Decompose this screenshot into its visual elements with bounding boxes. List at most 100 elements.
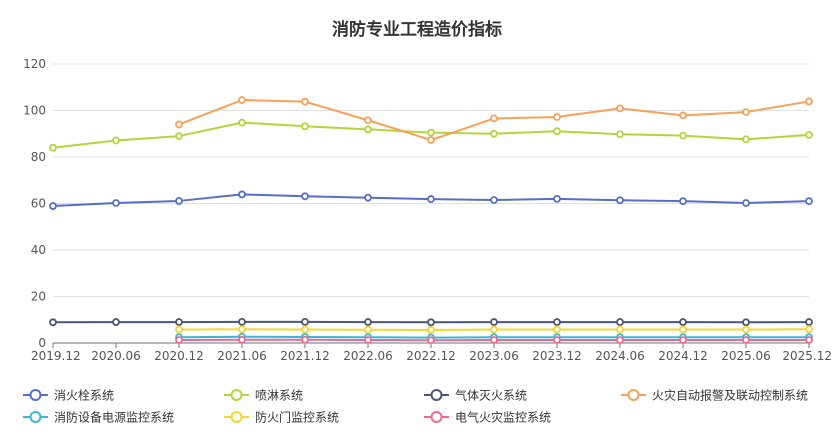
data-point[interactable] — [679, 336, 687, 344]
data-point[interactable] — [805, 197, 813, 206]
data-point[interactable] — [553, 336, 561, 344]
data-point[interactable] — [364, 318, 372, 326]
legend-label: 火灾自动报警及联动控制系统 — [652, 388, 808, 403]
legend-label: 防火门监控系统 — [255, 410, 339, 425]
data-point[interactable] — [742, 108, 750, 117]
data-point[interactable] — [175, 318, 183, 326]
data-point[interactable] — [616, 104, 624, 113]
legend-item[interactable]: 消火栓系统 — [23, 388, 114, 403]
series-6 — [175, 325, 813, 334]
legend-marker — [430, 411, 443, 423]
data-point[interactable] — [175, 336, 183, 344]
data-point[interactable] — [490, 336, 498, 344]
data-point[interactable] — [742, 325, 750, 334]
data-point[interactable] — [49, 143, 57, 152]
data-point[interactable] — [364, 125, 372, 134]
x-tick-label: 2023.06 — [469, 349, 519, 363]
data-point[interactable] — [238, 317, 246, 326]
data-point[interactable] — [364, 193, 372, 202]
data-point[interactable] — [805, 318, 813, 326]
data-point[interactable] — [175, 197, 183, 205]
data-point[interactable] — [238, 335, 246, 344]
data-point[interactable] — [742, 336, 750, 344]
data-point[interactable] — [238, 118, 246, 127]
data-point[interactable] — [427, 326, 435, 334]
grid-lines — [53, 63, 809, 297]
data-point[interactable] — [364, 325, 372, 334]
data-point[interactable] — [679, 318, 687, 326]
data-point[interactable] — [427, 195, 435, 203]
data-point[interactable] — [490, 325, 498, 334]
data-point[interactable] — [427, 136, 435, 144]
data-point[interactable] — [805, 325, 813, 334]
legend-item[interactable]: 防火门监控系统 — [224, 410, 339, 425]
data-point[interactable] — [364, 116, 372, 125]
legend-item[interactable]: 喷淋系统 — [224, 389, 303, 403]
legend-item[interactable]: 消防设备电源监控系统 — [23, 410, 174, 425]
x-tick-label: 2020.06 — [91, 349, 141, 363]
data-point[interactable] — [553, 325, 561, 334]
data-point[interactable] — [616, 196, 624, 205]
data-point[interactable] — [553, 318, 561, 326]
data-point[interactable] — [490, 196, 498, 204]
y-tick-label: 0 — [38, 336, 46, 350]
data-point[interactable] — [490, 114, 498, 123]
data-point[interactable] — [553, 127, 561, 136]
data-point[interactable] — [112, 318, 120, 326]
data-point[interactable] — [427, 318, 435, 327]
data-point[interactable] — [553, 194, 561, 203]
y-tick-label: 20 — [31, 290, 46, 304]
x-tick-label: 2021.12 — [280, 349, 330, 363]
legend-item[interactable]: 气体灭火系统 — [424, 388, 527, 403]
legend-marker — [627, 389, 640, 401]
data-point[interactable] — [427, 336, 435, 345]
data-point[interactable] — [49, 318, 57, 327]
y-tick-label: 100 — [23, 104, 46, 118]
data-point[interactable] — [175, 132, 183, 140]
data-point[interactable] — [553, 113, 561, 121]
data-point[interactable] — [301, 325, 309, 334]
data-point[interactable] — [616, 130, 624, 139]
data-point[interactable] — [805, 97, 813, 106]
data-point[interactable] — [679, 111, 687, 120]
data-point[interactable] — [112, 136, 120, 145]
data-point[interactable] — [301, 192, 309, 201]
legend-marker — [230, 389, 243, 401]
data-point[interactable] — [616, 336, 624, 344]
legend-item[interactable]: 电气火灾监控系统 — [424, 410, 551, 425]
x-tick-label: 2024.06 — [595, 349, 645, 363]
data-point[interactable] — [301, 97, 309, 106]
data-point[interactable] — [301, 122, 309, 131]
data-point[interactable] — [805, 336, 813, 344]
data-point[interactable] — [238, 190, 246, 199]
data-point[interactable] — [805, 131, 813, 139]
data-point[interactable] — [175, 325, 183, 334]
data-point[interactable] — [364, 336, 372, 344]
x-tick-label: 2022.12 — [406, 349, 456, 363]
data-point[interactable] — [679, 325, 687, 334]
data-point[interactable] — [679, 197, 687, 206]
data-point[interactable] — [490, 129, 498, 138]
data-point[interactable] — [616, 325, 624, 334]
data-point[interactable] — [490, 318, 498, 326]
data-point[interactable] — [679, 131, 687, 140]
series-1 — [49, 190, 813, 210]
data-point[interactable] — [238, 96, 246, 104]
data-point[interactable] — [427, 128, 435, 137]
data-point[interactable] — [616, 318, 624, 326]
x-tick-label: 2021.06 — [217, 349, 267, 363]
data-point[interactable] — [238, 325, 246, 334]
legend-item[interactable]: 火灾自动报警及联动控制系统 — [621, 388, 808, 403]
x-tick-label: 2022.06 — [343, 349, 393, 363]
data-point[interactable] — [112, 199, 120, 207]
data-point[interactable] — [301, 317, 309, 326]
data-point[interactable] — [742, 199, 750, 207]
data-point[interactable] — [742, 318, 750, 327]
y-axis-ticks: 0 20 40 60 80 100 120 — [23, 57, 46, 350]
data-point[interactable] — [301, 335, 309, 344]
data-point[interactable] — [742, 135, 750, 144]
data-point[interactable] — [175, 120, 183, 129]
data-point[interactable] — [49, 202, 57, 210]
